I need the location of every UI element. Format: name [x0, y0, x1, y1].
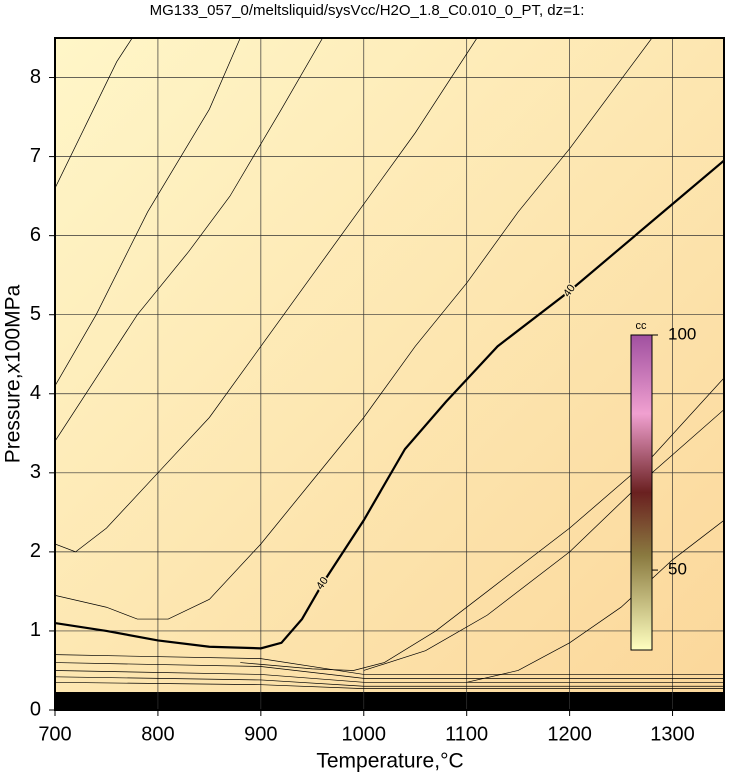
colorbar-tick-label: 50 [668, 560, 687, 579]
contour-line [55, 654, 724, 675]
x-tick-label: 800 [141, 723, 174, 745]
colorbar [630, 334, 653, 651]
x-axis-label: Temperature,°C [316, 750, 463, 773]
y-tick-label: 7 [30, 145, 41, 167]
contour-line [55, 38, 133, 189]
y-tick-label: 3 [30, 461, 41, 483]
x-tick-label: 1300 [650, 723, 695, 745]
chart-title: MG133_057_0/meltsliquid/sysVcc/H2O_1.8_C… [150, 2, 585, 19]
y-axis-label: Pressure,x100MPa [2, 284, 25, 463]
y-tick-label: 4 [30, 382, 41, 404]
x-tick-label: 700 [38, 723, 71, 745]
contour-line [240, 377, 724, 671]
plot-background [55, 38, 724, 710]
contour-line [55, 38, 653, 620]
colorbar-tick-label: 100 [668, 324, 696, 343]
contour-line [55, 676, 724, 687]
y-tick-label: 0 [30, 698, 41, 720]
contour-line [466, 519, 724, 683]
x-tick-label: 900 [244, 723, 277, 745]
x-tick-label: 1100 [445, 723, 488, 745]
contour-line [55, 681, 724, 690]
y-tick-label: 2 [30, 540, 41, 562]
colorbar-label: cc [636, 320, 648, 332]
contour-line [363, 409, 724, 671]
y-tick-label: 8 [30, 66, 41, 88]
x-tick-label: 1200 [547, 723, 592, 745]
x-tick-label: 1000 [342, 723, 387, 745]
plot-area [55, 38, 724, 710]
contour-line [55, 38, 323, 442]
contour-line [55, 38, 478, 553]
contour-line-labeled [55, 159, 724, 650]
contour-line [55, 670, 724, 683]
dense-contours [55, 692, 724, 710]
contour-line [55, 662, 724, 679]
y-tick-label: 5 [30, 303, 41, 325]
frame [54, 37, 725, 711]
y-tick-label: 1 [30, 619, 41, 641]
contour-line [55, 38, 241, 387]
y-tick-label: 6 [30, 224, 41, 246]
